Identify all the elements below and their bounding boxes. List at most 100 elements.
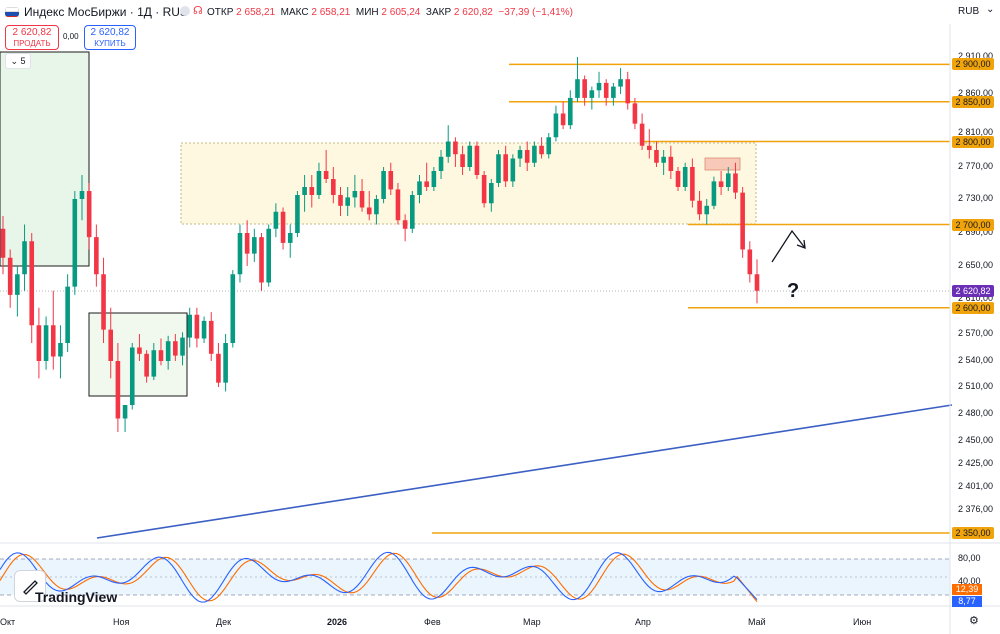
candle[interactable] bbox=[524, 150, 530, 163]
candle[interactable] bbox=[589, 90, 595, 98]
drawing-tool-button[interactable] bbox=[14, 570, 46, 602]
candle[interactable] bbox=[697, 200, 702, 215]
candle[interactable] bbox=[481, 175, 487, 204]
candle[interactable] bbox=[352, 191, 358, 198]
candle[interactable] bbox=[682, 167, 688, 187]
candle[interactable] bbox=[474, 145, 480, 175]
candle[interactable] bbox=[331, 179, 336, 195]
candle[interactable] bbox=[725, 173, 731, 187]
candle[interactable] bbox=[603, 82, 609, 98]
trend-line[interactable] bbox=[96, 404, 953, 539]
candle[interactable] bbox=[575, 79, 580, 98]
candle[interactable] bbox=[129, 347, 135, 406]
candle[interactable] bbox=[675, 171, 681, 187]
candle[interactable] bbox=[230, 274, 236, 343]
candle[interactable] bbox=[517, 150, 523, 159]
candle[interactable] bbox=[151, 350, 157, 377]
candle[interactable] bbox=[94, 237, 99, 275]
candle[interactable] bbox=[546, 137, 552, 155]
candle[interactable] bbox=[374, 199, 379, 215]
candle[interactable] bbox=[7, 257, 13, 295]
candle[interactable] bbox=[122, 405, 128, 419]
question-annotation[interactable]: ? bbox=[787, 280, 800, 302]
candle[interactable] bbox=[402, 220, 408, 229]
candle[interactable] bbox=[309, 187, 315, 195]
candle[interactable] bbox=[338, 195, 343, 206]
candle[interactable] bbox=[467, 145, 473, 167]
candle[interactable] bbox=[395, 189, 401, 221]
candle[interactable] bbox=[43, 325, 49, 361]
currency-dropdown-icon[interactable]: ⌄ bbox=[986, 4, 995, 15]
candle[interactable] bbox=[567, 97, 573, 126]
candle[interactable] bbox=[596, 82, 602, 91]
candle[interactable] bbox=[323, 171, 329, 179]
candle[interactable] bbox=[273, 211, 279, 229]
candle[interactable] bbox=[632, 103, 638, 124]
candle[interactable] bbox=[36, 325, 42, 361]
candle[interactable] bbox=[259, 237, 264, 283]
candle[interactable] bbox=[50, 325, 56, 357]
candle[interactable] bbox=[438, 156, 444, 171]
candle[interactable] bbox=[496, 154, 501, 183]
candle[interactable] bbox=[137, 347, 142, 354]
candle[interactable] bbox=[503, 154, 508, 182]
candle[interactable] bbox=[302, 187, 307, 195]
candle[interactable] bbox=[625, 79, 631, 104]
candle[interactable] bbox=[560, 113, 566, 126]
candle[interactable] bbox=[252, 237, 257, 254]
symbol-title[interactable]: Индекс МосБиржи · 1Д · RUS bbox=[24, 5, 188, 19]
candle[interactable] bbox=[287, 233, 293, 243]
candle[interactable] bbox=[173, 341, 178, 356]
candle[interactable] bbox=[431, 171, 437, 187]
candle[interactable] bbox=[445, 141, 451, 157]
candle[interactable] bbox=[216, 353, 221, 383]
candle[interactable] bbox=[668, 156, 674, 171]
candle[interactable] bbox=[115, 361, 121, 419]
candle[interactable] bbox=[654, 150, 659, 163]
candle[interactable] bbox=[424, 181, 429, 187]
candle[interactable] bbox=[316, 171, 322, 195]
candle[interactable] bbox=[72, 199, 78, 287]
settings-gear-icon[interactable]: ⚙ bbox=[969, 615, 979, 627]
candle[interactable] bbox=[65, 286, 70, 343]
candle[interactable] bbox=[194, 314, 200, 339]
candle[interactable] bbox=[711, 181, 717, 206]
candle[interactable] bbox=[646, 145, 652, 150]
candle[interactable] bbox=[618, 79, 623, 87]
candle[interactable] bbox=[410, 195, 415, 229]
candle[interactable] bbox=[690, 167, 695, 201]
candle[interactable] bbox=[22, 241, 27, 275]
small-zone-box[interactable] bbox=[704, 157, 741, 171]
candle[interactable] bbox=[108, 329, 114, 361]
candle[interactable] bbox=[381, 171, 386, 199]
candle[interactable] bbox=[280, 211, 286, 243]
candle[interactable] bbox=[388, 171, 394, 190]
candle[interactable] bbox=[158, 350, 164, 361]
candle[interactable] bbox=[611, 86, 616, 98]
alert-icon[interactable]: ☊ bbox=[193, 5, 203, 17]
candle[interactable] bbox=[460, 154, 465, 167]
currency-label[interactable]: RUB bbox=[958, 6, 980, 17]
candle[interactable] bbox=[208, 320, 214, 354]
candle[interactable] bbox=[58, 343, 63, 357]
candle[interactable] bbox=[201, 320, 207, 339]
candle[interactable] bbox=[733, 173, 738, 193]
candle[interactable] bbox=[553, 113, 559, 138]
candle[interactable] bbox=[639, 123, 645, 146]
candle[interactable] bbox=[29, 241, 35, 326]
candle[interactable] bbox=[266, 228, 271, 283]
candle[interactable] bbox=[510, 158, 516, 182]
candle[interactable] bbox=[180, 337, 185, 356]
candle[interactable] bbox=[165, 341, 171, 361]
candle[interactable] bbox=[345, 197, 350, 206]
candle[interactable] bbox=[237, 233, 243, 275]
candle[interactable] bbox=[359, 191, 365, 208]
candle[interactable] bbox=[754, 274, 760, 291]
candle[interactable] bbox=[718, 181, 724, 187]
candle[interactable] bbox=[223, 343, 228, 383]
indicators-toggle[interactable]: ⌄ 5 bbox=[5, 53, 31, 69]
candle[interactable] bbox=[86, 191, 92, 238]
candle[interactable] bbox=[489, 183, 494, 204]
candle[interactable] bbox=[539, 145, 544, 155]
